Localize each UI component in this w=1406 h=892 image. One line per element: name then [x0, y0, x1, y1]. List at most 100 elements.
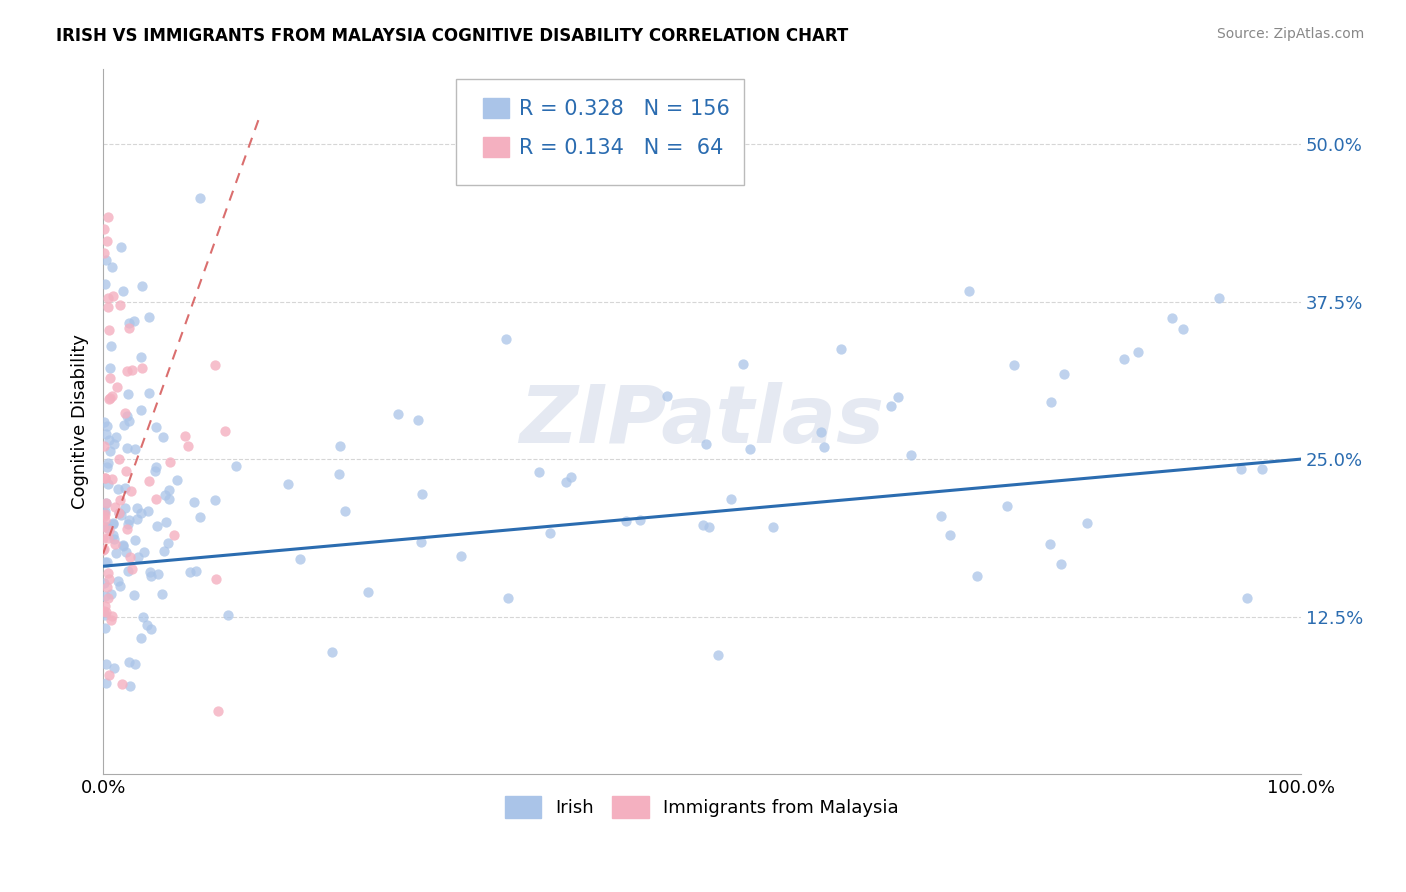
Point	[887, 390, 910, 404]
Point	[124, 533, 146, 547]
Point	[112, 538, 135, 552]
Point	[93, 542, 115, 557]
FancyBboxPatch shape	[482, 98, 509, 118]
Point	[145, 519, 167, 533]
Point	[98, 371, 121, 385]
Point	[118, 550, 141, 565]
Point	[105, 546, 128, 560]
Point	[1171, 322, 1194, 336]
Point	[96, 580, 118, 594]
Point	[538, 526, 561, 541]
Point	[495, 332, 517, 346]
Point	[450, 549, 472, 564]
Point	[657, 389, 679, 403]
Point	[166, 473, 188, 487]
Point	[145, 420, 167, 434]
Point	[720, 492, 742, 507]
Point	[93, 471, 115, 485]
Point	[115, 364, 138, 378]
Point	[174, 429, 197, 443]
Legend: Irish, Immigrants from Malaysia: Irish, Immigrants from Malaysia	[498, 789, 905, 825]
Point	[527, 466, 550, 480]
Point	[125, 500, 148, 515]
Point	[110, 239, 132, 253]
Point	[118, 513, 141, 527]
Point	[1128, 345, 1150, 359]
Point	[114, 501, 136, 516]
Point	[103, 436, 125, 450]
Point	[290, 552, 312, 566]
Point	[96, 555, 118, 569]
Point	[97, 566, 120, 581]
Point	[1161, 310, 1184, 325]
Point	[120, 679, 142, 693]
Point	[103, 533, 125, 547]
Point	[94, 676, 117, 690]
Point	[107, 482, 129, 496]
Point	[1114, 351, 1136, 366]
Point	[150, 587, 173, 601]
Point	[129, 631, 152, 645]
Point	[108, 298, 131, 312]
Point	[146, 566, 169, 581]
Point	[697, 519, 720, 533]
Point	[138, 565, 160, 579]
Point	[135, 618, 157, 632]
Point	[153, 543, 176, 558]
Point	[707, 648, 730, 662]
Point	[101, 289, 124, 303]
Point	[110, 508, 132, 522]
Point	[94, 607, 117, 622]
Point	[411, 534, 433, 549]
Point	[387, 407, 409, 421]
Point	[217, 608, 239, 623]
Point	[115, 522, 138, 536]
Point	[118, 414, 141, 428]
Point	[406, 413, 429, 427]
Point	[117, 387, 139, 401]
Point	[207, 704, 229, 718]
Point	[1040, 395, 1063, 409]
Text: Source: ZipAtlas.com: Source: ZipAtlas.com	[1216, 27, 1364, 41]
Point	[957, 284, 980, 298]
Point	[131, 610, 153, 624]
Point	[1050, 557, 1073, 571]
Point	[97, 523, 120, 537]
Point	[1039, 536, 1062, 550]
Point	[97, 477, 120, 491]
Point	[94, 496, 117, 510]
Point	[96, 235, 118, 249]
Point	[110, 493, 132, 508]
Point	[188, 191, 211, 205]
Point	[357, 585, 380, 599]
Point	[205, 572, 228, 586]
Point	[929, 508, 952, 523]
Point	[94, 496, 117, 510]
Point	[333, 504, 356, 518]
Point	[1076, 516, 1098, 530]
Point	[111, 677, 134, 691]
Point	[731, 357, 754, 371]
Point	[91, 543, 114, 558]
Point	[131, 361, 153, 376]
Point	[614, 514, 637, 528]
Point	[93, 507, 115, 521]
Point	[98, 443, 121, 458]
Point	[145, 491, 167, 506]
Point	[125, 512, 148, 526]
Point	[94, 555, 117, 569]
Point	[94, 518, 117, 533]
Point	[810, 425, 832, 440]
Point	[204, 359, 226, 373]
Point	[117, 565, 139, 579]
Point	[97, 572, 120, 586]
Point	[900, 449, 922, 463]
Point	[997, 499, 1019, 513]
Point	[115, 441, 138, 455]
Point	[129, 403, 152, 417]
Point	[118, 656, 141, 670]
Point	[100, 587, 122, 601]
Point	[96, 253, 118, 268]
Point	[204, 492, 226, 507]
Point	[103, 661, 125, 675]
